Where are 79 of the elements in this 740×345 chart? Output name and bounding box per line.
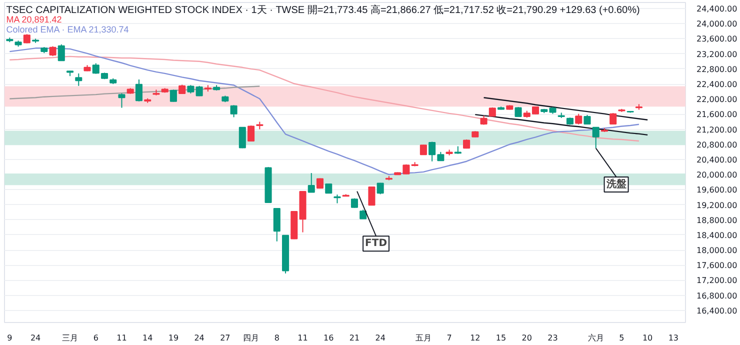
x-tick-label: 24 (30, 334, 41, 342)
y-tick-label: 19,600.00 (696, 186, 738, 195)
annotation: 洗盤 (605, 178, 626, 190)
x-tick-label: 24 (194, 334, 204, 342)
y-tick-label: 18,400.00 (696, 230, 738, 240)
candlestick (325, 184, 332, 194)
x-tick-label: 5 (619, 334, 624, 342)
y-tick-label: 18,000.00 (696, 246, 738, 256)
line-series (9, 56, 640, 142)
candlestick (75, 72, 82, 86)
candlestick (360, 209, 367, 220)
annotation: TSEC CAPITALIZATION WEIGHTED STOCK INDEX · 1天 · TWSE 開=21,773.45 高=21,866.27 低=21,717.52 收=21,790.29 +129.63 (+0.60%) (6, 4, 640, 16)
candlestick (23, 34, 30, 44)
y-tick-label: 20,800.00 (696, 140, 738, 150)
annotation: MA 20,891.42 (6, 14, 62, 25)
line-series (474, 114, 648, 136)
y-tick-label: 20,400.00 (696, 155, 738, 164)
candlestick (584, 114, 591, 125)
candlestick (135, 78, 142, 102)
y-tick-label: 17,600.00 (696, 261, 738, 270)
x-tick-label: 三月 (62, 334, 78, 342)
x-tick-label: 19 (168, 334, 179, 342)
candlestick (368, 186, 376, 206)
x-tick-label: 14 (142, 334, 153, 342)
y-tick-label: 21,200.00 (696, 125, 738, 134)
x-tick-label: 7 (446, 334, 452, 342)
x-tick-label: 8 (274, 334, 280, 342)
annotation: Colored EMA · EMA 21,330.74 (6, 24, 129, 34)
y-tick-label: 20,000.00 (696, 170, 738, 180)
candlestick (178, 84, 186, 94)
x-tick-label: 20 (522, 334, 532, 342)
line-series (9, 48, 640, 176)
y-tick-label: 24,000.00 (696, 20, 738, 29)
x-tick-label: 16 (324, 334, 334, 342)
y-tick-label: 16,400.00 (696, 306, 738, 316)
x-tick-label: 六月 (588, 334, 604, 342)
candlestick (308, 172, 315, 193)
y-tick-label: 22,000.00 (696, 95, 738, 104)
x-tick-label: 27 (220, 334, 230, 342)
x-tick-label: 21 (349, 334, 360, 342)
y-tick-label: 19,200.00 (696, 200, 738, 210)
x-tick-label: 23 (548, 334, 558, 342)
annotation: FTD (365, 238, 388, 250)
candlestick (575, 113, 582, 125)
x-tick-label: 24 (375, 334, 386, 342)
candlestick (248, 125, 255, 142)
y-tick-label: 22,400.00 (696, 80, 738, 90)
y-tick-label: 23,600.00 (696, 34, 738, 44)
x-tick-label: 12 (470, 334, 480, 342)
x-tick-label: 11 (116, 334, 127, 342)
candlestick (49, 46, 56, 57)
y-tick-label: 22,800.00 (696, 64, 738, 74)
candlestick (592, 126, 600, 149)
candlestick (238, 126, 246, 149)
candlestick (273, 208, 280, 242)
candlestick (420, 144, 427, 156)
x-tick-label: 6 (93, 334, 98, 342)
y-tick-label: 18,800.00 (696, 216, 738, 225)
x-tick-label: 15 (496, 334, 506, 342)
candlestick (170, 89, 177, 102)
y-tick-label: 21,600.00 (696, 110, 738, 120)
candlestick (230, 104, 238, 118)
y-tick-label: 16,800.00 (696, 291, 738, 300)
y-tick-label: 17,200.00 (696, 276, 738, 286)
candlestick (480, 115, 488, 126)
y-tick-label: 23,200.00 (696, 50, 738, 59)
candlestick (118, 92, 126, 108)
y-tick-label: 24,400.00 (696, 4, 738, 14)
x-tick-label: 四月 (243, 334, 260, 342)
x-tick-label: 9 (7, 334, 12, 342)
candlestick (92, 62, 100, 74)
x-tick-label: 13 (668, 334, 679, 342)
x-tick-label: 11 (298, 334, 308, 342)
x-tick-label: 10 (642, 334, 653, 342)
candlestick (58, 44, 65, 62)
x-tick-label: 五月 (415, 334, 432, 342)
line-series (483, 96, 648, 120)
candlestick (610, 112, 617, 125)
candlestick (514, 106, 522, 118)
